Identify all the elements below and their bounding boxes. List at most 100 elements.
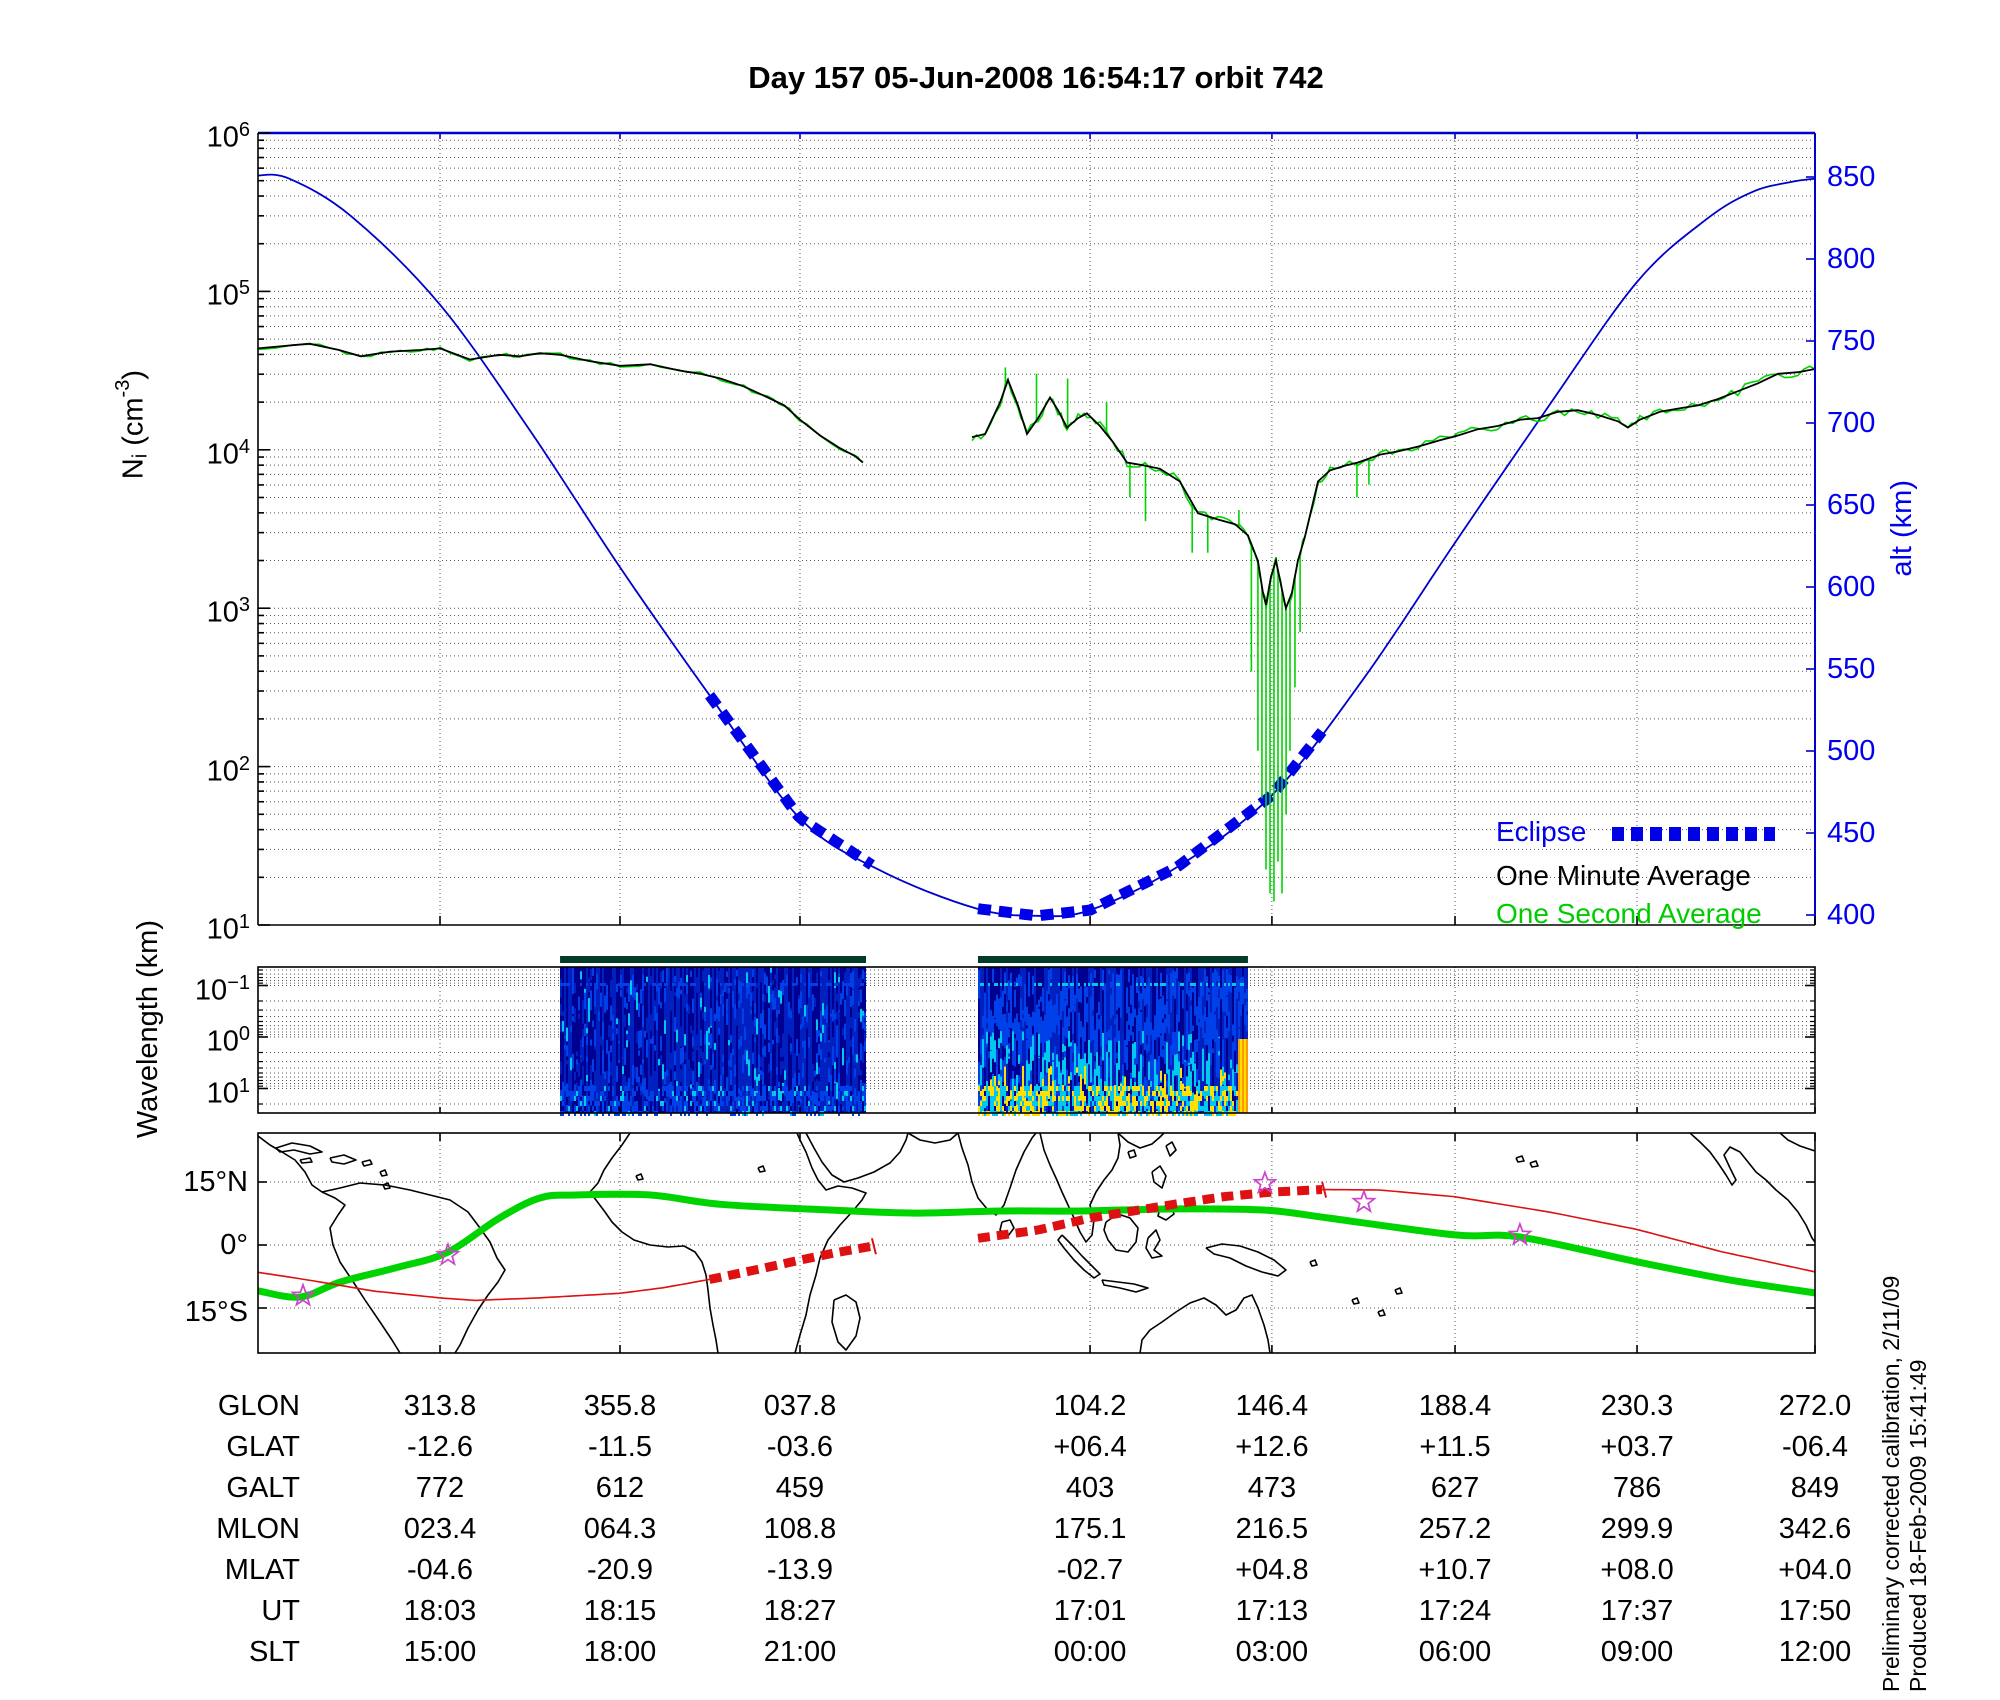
table-row-label-MLAT: MLAT bbox=[224, 1554, 300, 1586]
map-lat-label-15s: 15°S bbox=[184, 1296, 248, 1328]
table-row-label-SLT: SLT bbox=[248, 1636, 300, 1668]
table-cell-MLAT-0: -04.6 bbox=[406, 1554, 474, 1586]
star-icon bbox=[1507, 1221, 1533, 1246]
ni-tick-label-1e2: 102 bbox=[206, 752, 250, 788]
table-cell-GLON-4: 146.4 bbox=[1235, 1390, 1309, 1422]
altitude-curve bbox=[257, 173, 1816, 918]
wavelength-tick-label-1e-1: 10−1 bbox=[194, 971, 250, 1007]
table-cell-GLAT-0: -12.6 bbox=[406, 1431, 474, 1463]
alt-tick-label-750: 750 bbox=[1827, 325, 1876, 357]
table-cell-GLAT-2: -03.6 bbox=[766, 1431, 834, 1463]
legend-one-minute-label: One Minute Average bbox=[1496, 860, 1751, 891]
ni-tick-label-1e6: 106 bbox=[206, 119, 250, 154]
table-row-label-UT: UT bbox=[261, 1595, 300, 1627]
table-cell-SLT-3: 00:00 bbox=[1053, 1636, 1127, 1668]
alt-tick-label-800: 800 bbox=[1827, 243, 1876, 275]
margin-note: Preliminary corrected calibration, 2/11/… bbox=[1878, 1276, 1932, 1692]
alt-tick-label-400: 400 bbox=[1827, 899, 1876, 931]
table-cell-MLON-7: 342.6 bbox=[1778, 1513, 1852, 1545]
panel-frames bbox=[257, 131, 1816, 1354]
table-row-label-MLON: MLON bbox=[216, 1513, 300, 1545]
legend-one-second-label: One Second Average bbox=[1496, 898, 1762, 929]
table-cell-SLT-7: 12:00 bbox=[1778, 1636, 1852, 1668]
table-cell-UT-7: 17:50 bbox=[1778, 1595, 1852, 1627]
table-cell-GLON-5: 188.4 bbox=[1418, 1390, 1492, 1422]
table-cell-GALT-1: 612 bbox=[595, 1472, 645, 1504]
star-icon bbox=[290, 1282, 316, 1307]
table-row-label-GLON: GLON bbox=[217, 1390, 300, 1422]
table-row-label-GLAT: GLAT bbox=[226, 1431, 300, 1463]
table-cell-MLON-0: 023.4 bbox=[403, 1513, 477, 1545]
table-cell-MLAT-5: +10.7 bbox=[1418, 1554, 1492, 1586]
table-cell-MLON-6: 299.9 bbox=[1600, 1513, 1674, 1545]
table-cell-GALT-4: 473 bbox=[1247, 1472, 1297, 1504]
table-cell-MLAT-4: +04.8 bbox=[1235, 1554, 1309, 1586]
world-map bbox=[258, 1133, 1815, 1353]
table-cell-GALT-7: 849 bbox=[1790, 1472, 1840, 1504]
star-icon bbox=[1252, 1169, 1278, 1195]
table-cell-GALT-3: 403 bbox=[1065, 1472, 1115, 1504]
alt-tick-label-550: 550 bbox=[1827, 653, 1876, 685]
star-icon bbox=[1351, 1188, 1377, 1214]
ni-tick-label-1e1: 101 bbox=[206, 911, 250, 946]
table-cell-GLAT-7: -06.4 bbox=[1781, 1431, 1849, 1463]
table-row-label-GALT: GALT bbox=[226, 1472, 300, 1504]
eclipse-dashed-curve bbox=[705, 691, 1327, 922]
table-cell-GLAT-4: +12.6 bbox=[1235, 1431, 1309, 1463]
legend-eclipse-dash-icon bbox=[1612, 827, 1775, 841]
alt-tick-label-500: 500 bbox=[1827, 735, 1876, 767]
table-cell-UT-1: 18:15 bbox=[583, 1595, 657, 1627]
table-cell-MLON-4: 216.5 bbox=[1235, 1513, 1309, 1545]
alt-tick-label-600: 600 bbox=[1827, 571, 1876, 603]
ni-tick-label-1e5: 105 bbox=[206, 277, 250, 313]
table-cell-GLON-1: 355.8 bbox=[583, 1390, 657, 1422]
alt-tick-label-700: 700 bbox=[1827, 407, 1876, 439]
star-icon bbox=[435, 1241, 461, 1267]
spectrogram bbox=[560, 967, 1248, 1116]
table-cell-UT-0: 18:03 bbox=[403, 1595, 477, 1627]
table-cell-GLAT-6: +03.7 bbox=[1600, 1431, 1674, 1463]
wavelength-tick-label-1e1: 101 bbox=[206, 1074, 250, 1110]
table-cell-UT-2: 18:27 bbox=[763, 1595, 837, 1627]
table-cell-GLON-7: 272.0 bbox=[1778, 1390, 1852, 1422]
quality-flag-bars bbox=[560, 956, 1248, 963]
table-cell-SLT-2: 21:00 bbox=[763, 1636, 837, 1668]
table-cell-GLON-6: 230.3 bbox=[1600, 1390, 1674, 1422]
table-cell-MLON-3: 175.1 bbox=[1053, 1513, 1127, 1545]
table-cell-UT-5: 17:24 bbox=[1418, 1595, 1492, 1627]
table-cell-GLAT-1: -11.5 bbox=[588, 1431, 652, 1463]
map-lat-label-15n: 15°N bbox=[183, 1166, 248, 1198]
table-cell-SLT-6: 09:00 bbox=[1600, 1636, 1674, 1668]
map-lat-label-0: 0° bbox=[220, 1229, 248, 1261]
table-cell-GALT-6: 786 bbox=[1612, 1472, 1662, 1504]
table-cell-GLON-2: 037.8 bbox=[763, 1390, 837, 1422]
table-cell-MLAT-7: +04.0 bbox=[1778, 1554, 1852, 1586]
table-cell-MLAT-3: -02.7 bbox=[1056, 1554, 1124, 1586]
table-cell-SLT-1: 18:00 bbox=[583, 1636, 657, 1668]
alt-tick-label-650: 650 bbox=[1827, 489, 1876, 521]
table-cell-UT-3: 17:01 bbox=[1053, 1595, 1127, 1627]
table-cell-MLAT-2: -13.9 bbox=[766, 1554, 834, 1586]
table-cell-GLON-0: 313.8 bbox=[403, 1390, 477, 1422]
ni-tick-label-1e3: 103 bbox=[206, 594, 250, 629]
table-cell-GALT-2: 459 bbox=[775, 1472, 825, 1504]
table-cell-GLAT-5: +11.5 bbox=[1419, 1431, 1491, 1463]
alt-tick-label-450: 450 bbox=[1827, 817, 1876, 849]
alt-tick-label-850: 850 bbox=[1827, 161, 1876, 193]
table-cell-MLON-2: 108.8 bbox=[763, 1513, 837, 1545]
wavelength-tick-label-1e0: 100 bbox=[206, 1023, 250, 1058]
table-cell-SLT-5: 06:00 bbox=[1418, 1636, 1492, 1668]
table-cell-GALT-5: 627 bbox=[1430, 1472, 1480, 1504]
table-cell-GLON-3: 104.2 bbox=[1053, 1390, 1127, 1422]
table-cell-MLON-1: 064.3 bbox=[583, 1513, 657, 1545]
margin-note-line2: Produced 18-Feb-2009 15:41:49 bbox=[1905, 1359, 1931, 1692]
table-cell-MLAT-1: -20.9 bbox=[586, 1554, 654, 1586]
ni-tick-label-1e4: 104 bbox=[206, 435, 250, 471]
table-cell-GALT-0: 772 bbox=[415, 1472, 465, 1504]
table-cell-MLAT-6: +08.0 bbox=[1600, 1554, 1674, 1586]
table-cell-MLON-5: 257.2 bbox=[1418, 1513, 1492, 1545]
table-cell-UT-4: 17:13 bbox=[1235, 1595, 1309, 1627]
table-cell-UT-6: 17:37 bbox=[1600, 1595, 1674, 1627]
legend-eclipse-label: Eclipse bbox=[1496, 816, 1587, 847]
